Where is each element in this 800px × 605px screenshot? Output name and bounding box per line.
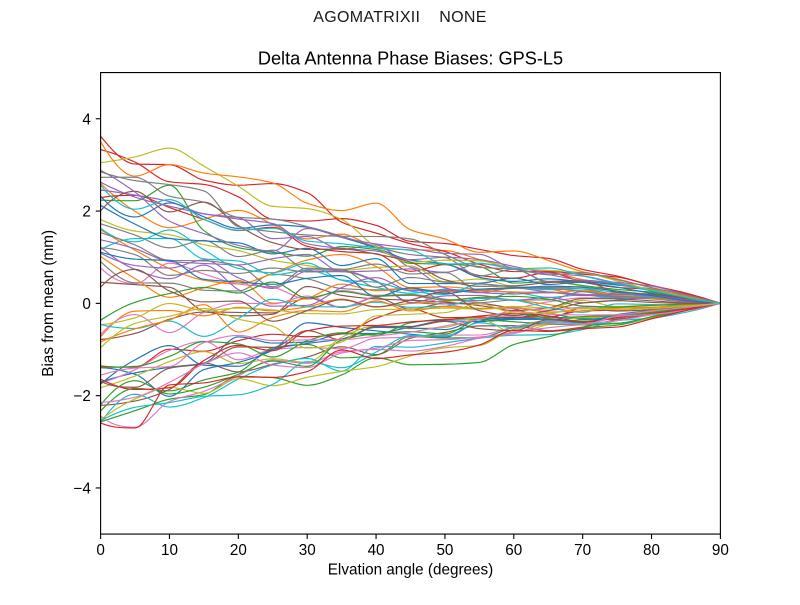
svg-text:−2: −2 [73, 388, 90, 405]
svg-text:Delta Antenna Phase Biases: GP: Delta Antenna Phase Biases: GPS-L5 [258, 48, 563, 68]
svg-text:20: 20 [230, 542, 247, 559]
svg-text:−4: −4 [73, 480, 91, 497]
svg-text:0: 0 [96, 542, 105, 559]
svg-text:90: 90 [712, 542, 729, 559]
svg-text:60: 60 [505, 542, 522, 559]
svg-text:80: 80 [643, 542, 660, 559]
svg-text:4: 4 [82, 111, 91, 128]
svg-text:30: 30 [299, 542, 316, 559]
svg-text:40: 40 [368, 542, 385, 559]
svg-text:Elvation angle (degrees): Elvation angle (degrees) [328, 562, 493, 579]
svg-text:50: 50 [436, 542, 453, 559]
svg-text:10: 10 [161, 542, 178, 559]
svg-text:70: 70 [574, 542, 591, 559]
svg-text:0: 0 [82, 296, 91, 313]
svg-text:Bias from mean (mm): Bias from mean (mm) [40, 230, 57, 377]
svg-text:2: 2 [82, 204, 91, 221]
